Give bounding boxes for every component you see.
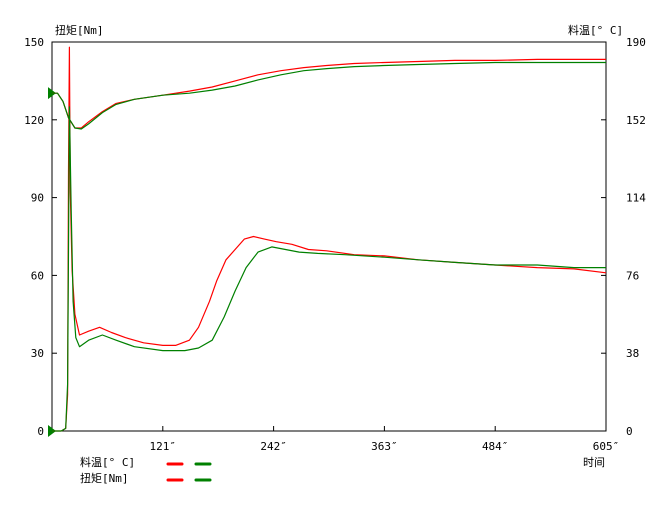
- x-axis-tick-label: 484″: [482, 440, 509, 453]
- right-axis-tick-label: 38: [626, 347, 639, 360]
- right-axis-tick-label: 152: [626, 114, 646, 127]
- series-line: [52, 106, 606, 432]
- x-axis-tick-label: 605″: [593, 440, 620, 453]
- right-axis-title: 料温[° C]: [568, 23, 623, 37]
- right-axis-tick-label: 114: [626, 192, 646, 205]
- left-axis-tick-label: 90: [31, 192, 44, 205]
- axes: 0 30 60 90 120 150 0 38 76 114 152 190 121″ 242″ 363″ 4…: [24, 36, 646, 453]
- legend: 料温[° C] 扭矩[Nm]: [80, 455, 212, 485]
- series-line: [52, 58, 606, 129]
- legend-row-label: 料温[° C]: [80, 455, 135, 469]
- right-axis-tick-label: 190: [626, 36, 646, 49]
- series-line: [52, 46, 607, 432]
- right-axis-tick-label: 76: [626, 269, 639, 282]
- left-axis-tick-label: 120: [24, 114, 44, 127]
- plot-frame: [51, 41, 607, 432]
- x-axis-tick-label: 242″: [260, 440, 287, 453]
- x-axis-tick-label: 121″: [150, 440, 177, 453]
- legend-swatches: [166, 462, 212, 482]
- series-layer: [52, 46, 607, 432]
- legend-row-label: 扭矩[Nm]: [80, 471, 129, 485]
- left-axis-tick-label: 150: [24, 36, 44, 49]
- left-axis-tick-label: 60: [31, 269, 44, 282]
- series-line: [52, 61, 606, 130]
- right-axis-tick-label: 0: [626, 425, 633, 438]
- left-axis-title: 扭矩[Nm]: [55, 23, 104, 37]
- x-axis-title: 时间: [583, 456, 605, 469]
- left-axis-tick-label: 30: [31, 347, 44, 360]
- left-axis-tick-label: 0: [37, 425, 44, 438]
- x-axis-tick-label: 363″: [371, 440, 398, 453]
